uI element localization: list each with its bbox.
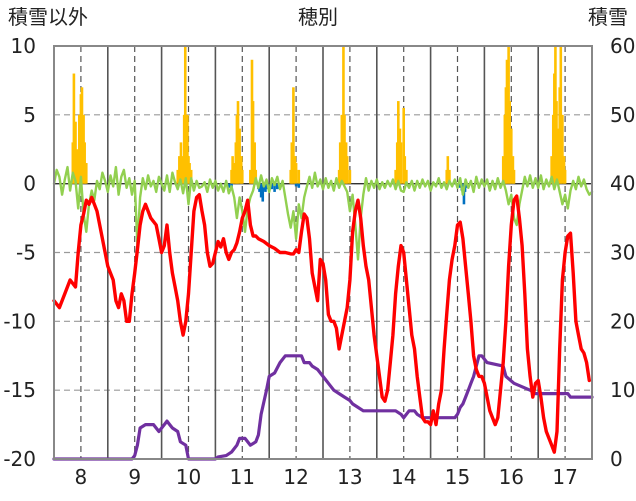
precip_positive-bar-61	[501, 156, 505, 184]
precip_positive-bar-28	[238, 128, 241, 184]
precip_positive-bar-18	[186, 114, 189, 184]
precip_positive-bar-78	[559, 46, 563, 184]
left-tick-label-3: -5	[16, 241, 36, 265]
precip_positive-bar-35	[254, 169, 258, 184]
precip_positive-bar-31	[249, 169, 252, 184]
precip_positive-bar-50	[394, 169, 397, 184]
precip_positive-bar-46	[343, 114, 346, 184]
frame-layer	[53, 45, 593, 460]
precip_positive-bar-10	[176, 169, 180, 184]
x-tick-label-8: 16	[499, 465, 524, 489]
right-tick-label-0: 60	[610, 34, 635, 58]
precip_negative-bar-5	[261, 183, 265, 202]
precip_positive-bar-43	[338, 142, 342, 184]
light_green-line	[52, 165, 594, 261]
precip_positive-bar-44	[340, 114, 344, 184]
right-tick-label-6: 0	[610, 447, 623, 471]
precip_positive-bar-37	[290, 142, 294, 184]
x-tick-label-2: 10	[176, 465, 201, 489]
precip_positive-bar-8	[83, 142, 86, 184]
left-tick-label-2: 0	[23, 172, 36, 196]
precip_positive-bar-54	[399, 142, 403, 184]
precip_negative-bar-11	[273, 183, 276, 192]
precip_positive-bar-70	[550, 156, 553, 184]
precip_positive-bar-21	[189, 169, 193, 184]
left-tick-label-6: -20	[3, 447, 36, 471]
bar-layer	[71, 46, 567, 205]
precip_negative-bar-7	[264, 183, 267, 192]
grid-layer	[53, 46, 593, 459]
precip_negative-bar-17	[458, 183, 462, 188]
right-tick-label-5: 10	[610, 378, 635, 402]
temperature-line	[52, 193, 591, 454]
left-tick-label-0: 10	[11, 34, 36, 58]
plot-frame	[53, 45, 593, 460]
x-tick-label-5: 13	[337, 465, 362, 489]
precip_positive-bar-24	[232, 163, 236, 184]
precip_positive-bar-55	[402, 107, 405, 184]
precip_positive-bar-2	[74, 121, 77, 184]
precip_positive-bar-66	[508, 101, 511, 184]
precip_positive-bar-20	[188, 163, 191, 184]
precip_positive-bar-9	[84, 163, 88, 184]
precip_negative-bar-10	[270, 183, 274, 190]
precip_positive-bar-56	[403, 156, 407, 184]
left-axis-label: 積雪以外	[8, 5, 88, 29]
precip_positive-bar-33	[251, 101, 255, 184]
precip_positive-bar-34	[253, 142, 256, 184]
x-tick-label-4: 12	[283, 465, 308, 489]
precip_positive-bar-30	[241, 169, 244, 184]
precip_positive-bar-23	[231, 156, 234, 184]
precip_positive-bar-1	[72, 73, 76, 184]
precip_negative-bar-12	[275, 183, 279, 190]
precip_positive-bar-27	[236, 101, 240, 184]
precip_positive-bar-48	[345, 156, 349, 184]
left-tick-label-4: -10	[3, 309, 36, 333]
precip_positive-bar-41	[297, 169, 301, 184]
precip_positive-bar-52	[397, 101, 400, 184]
x-tick-label-0: 8	[75, 465, 88, 489]
precip_positive-bar-79	[561, 114, 564, 184]
precip_positive-bar-59	[446, 156, 450, 184]
precip_positive-bar-38	[292, 87, 295, 184]
precip_negative-bar-22	[464, 183, 468, 188]
snow_depth-line	[52, 354, 594, 461]
right-tick-label-3: 30	[610, 241, 635, 265]
precip_negative-bar-4	[259, 183, 263, 198]
precip_positive-bar-69	[512, 169, 516, 184]
x-tick-label-6: 14	[391, 465, 416, 489]
precip_positive-bar-57	[405, 169, 408, 184]
left-tick-label-5: -15	[3, 378, 36, 402]
precip_positive-bar-60	[448, 169, 451, 184]
precip_positive-bar-4	[77, 114, 81, 184]
line-layer	[52, 165, 594, 461]
precip_positive-bar-16	[183, 46, 187, 184]
x-tick-label-9: 17	[552, 465, 577, 489]
left-tick-label-1: 5	[23, 103, 36, 127]
precip_positive-bar-3	[75, 149, 79, 184]
x-tick-label-3: 11	[230, 465, 255, 489]
precip_negative-bar-15	[294, 183, 298, 187]
right-tick-label-1: 50	[610, 103, 635, 127]
precip_positive-bar-40	[294, 163, 298, 184]
precip_positive-bar-67	[510, 128, 513, 184]
x-tick-label-1: 9	[128, 465, 141, 489]
right-axis-label: 積雪	[588, 5, 628, 29]
precip_negative-bar-0	[227, 183, 231, 188]
right-tick-label-4: 20	[610, 309, 635, 333]
precip_positive-bar-49	[348, 169, 352, 184]
precip_positive-bar-11	[178, 156, 181, 184]
x-tick-label-7: 15	[445, 465, 470, 489]
precip_negative-bar-16	[297, 183, 301, 188]
right-tick-label-2: 40	[610, 172, 635, 196]
chart-title: 穂別	[298, 5, 338, 29]
precip_positive-bar-64	[505, 59, 509, 184]
precip_positive-bar-81	[563, 169, 567, 184]
precip_positive-bar-6	[80, 87, 84, 184]
